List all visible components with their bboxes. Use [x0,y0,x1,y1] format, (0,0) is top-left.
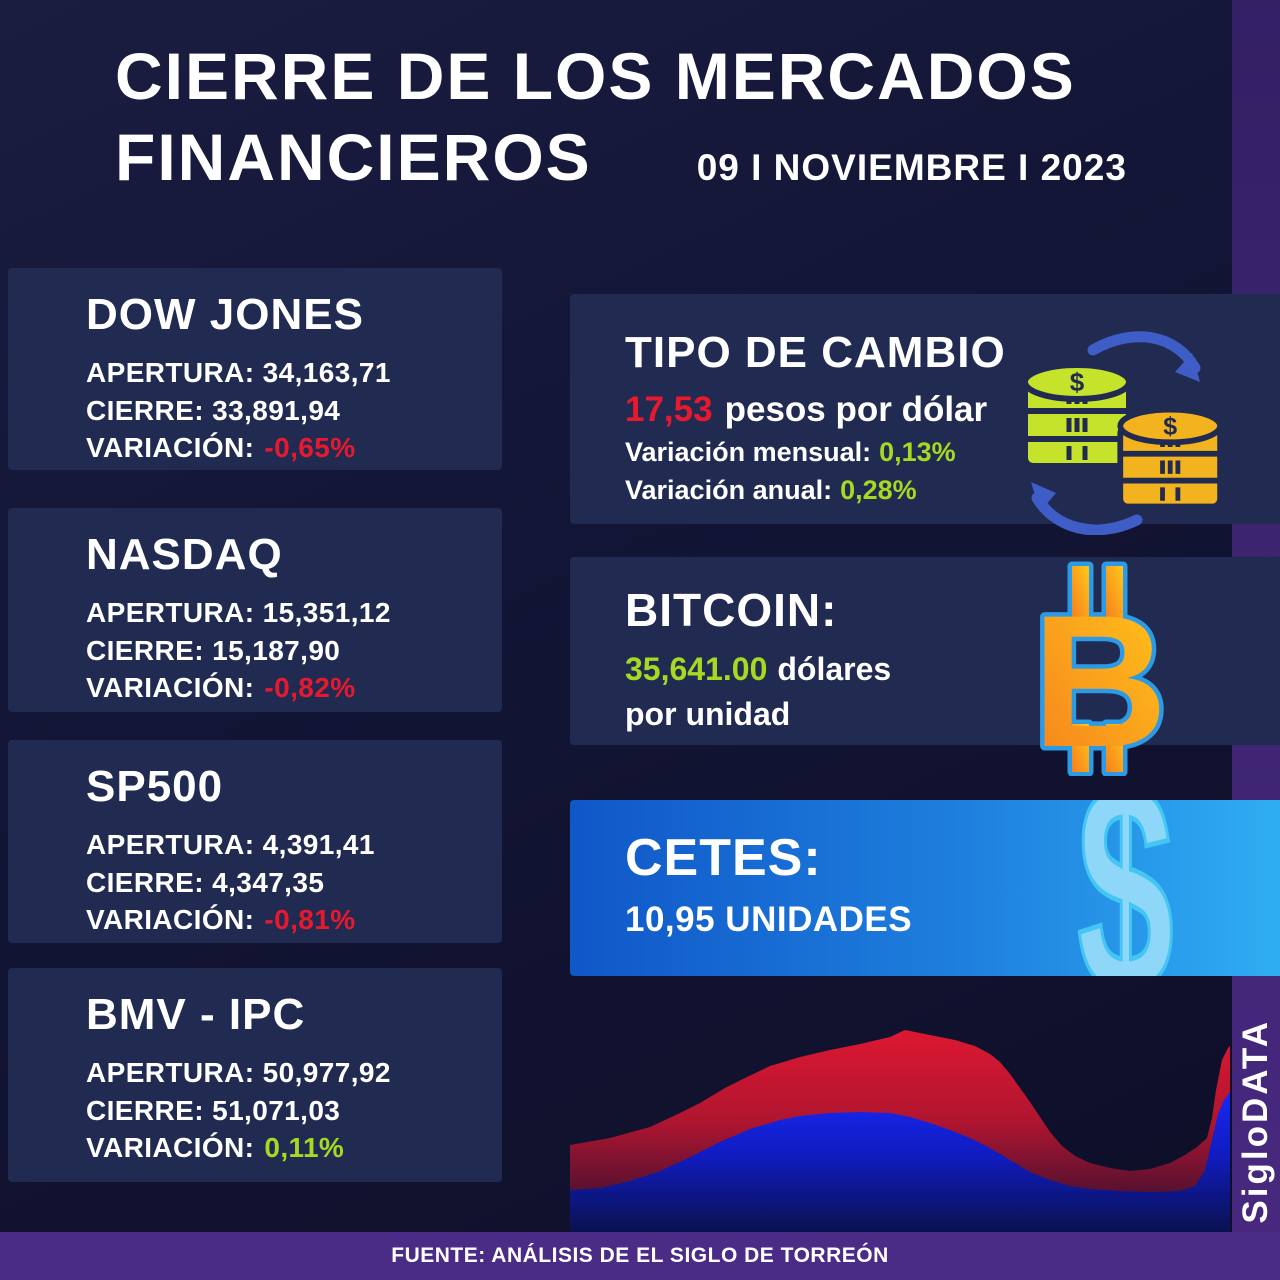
page-title-row2: FINANCIEROS 09 I NOVIEMBRE I 2023 [115,119,1127,195]
market-variation-row: VARIACIÓN: 0,11% [86,1129,486,1167]
market-open-row: APERTURA: 4,391,41 [86,826,486,864]
card-cetes: CETES: 10,95 UNIDADES $ [570,800,1280,976]
bitcoin-icon: B B [1028,561,1172,776]
card-nasdaq: NASDAQ APERTURA: 15,351,12 CIERRE: 15,18… [8,508,502,712]
annual-value: 0,28% [840,475,917,505]
variation-label: VARIACIÓN: [86,672,255,704]
card-bmv-ipc: BMV - IPC APERTURA: 50,977,92 CIERRE: 51… [8,968,502,1182]
market-variation-row: VARIACIÓN: -0,81% [86,901,486,939]
market-name: DOW JONES [86,290,364,339]
exchange-title: TIPO DE CAMBIO [625,328,1006,377]
svg-text:B: B [1032,576,1168,776]
monthly-label: Variación mensual: [625,437,872,467]
market-variation-row: VARIACIÓN: -0,82% [86,669,486,707]
report-date: 09 I NOVIEMBRE I 2023 [696,147,1127,189]
exchange-rate-line: 17,53 pesos por dólar [625,390,1280,430]
open-value: 50,977,92 [262,1057,391,1088]
open-label: APERTURA: [86,597,255,628]
card-sp500: SP500 APERTURA: 4,391,41 CIERRE: 4,347,3… [8,740,502,943]
market-close-row: CIERRE: 15,187,90 [86,632,486,670]
peso-coins-icon: $ [1022,362,1132,469]
market-close-row: CIERRE: 51,071,03 [86,1092,486,1130]
exchange-rate-unit: pesos por dólar [724,390,988,429]
bitcoin-price-line: 35,641.00 dólares [625,651,1280,688]
dollar-coins-icon: $ [1117,406,1222,510]
peso-coin-symbol: $ [1070,367,1085,397]
exchange-monthly-row: Variación mensual: 0,13% [625,437,1280,468]
close-label: CIERRE: [86,1094,204,1126]
open-label: APERTURA: [86,1057,255,1088]
variation-label: VARIACIÓN: [86,1132,255,1164]
card-dow-jones: DOW JONES APERTURA: 34,163,71 CIERRE: 33… [8,268,502,470]
variation-label: VARIACIÓN: [86,904,255,936]
open-value: 4,391,41 [262,829,375,860]
open-value: 15,351,12 [262,597,391,628]
variation-value: -0,82% [264,672,356,704]
market-name: NASDAQ [86,530,283,579]
variation-label: VARIACIÓN: [86,432,255,464]
market-name: SP500 [86,762,224,811]
open-label: APERTURA: [86,829,255,860]
bitcoin-price: 35,641.00 [625,651,768,687]
card-exchange-rate: TIPO DE CAMBIO 17,53 pesos por dólar Vari… [570,294,1280,535]
monthly-value: 0,13% [879,437,956,467]
close-value: 33,891,94 [212,394,341,426]
exchange-annual-row: Variación anual: 0,28% [625,475,1280,506]
footer-bar: FUENTE: ANÁLISIS DE EL SIGLO DE TORREÓN [0,1232,1280,1280]
brand-siglodata: SigloDATA [1236,1019,1275,1224]
dollar-sign-icon: $ [1076,800,1176,976]
close-value: 4,347,35 [212,866,325,898]
close-label: CIERRE: [86,866,204,898]
market-name: BMV - IPC [86,990,306,1039]
page-title-line1: CIERRE DE LOS MERCADOS [115,39,1076,113]
close-label: CIERRE: [86,394,204,426]
svg-text:B: B [1032,576,1168,776]
bitcoin-unit-line2: por unidad [625,696,791,732]
page-title-line2: FINANCIEROS [115,120,592,195]
source-text: FUENTE: ANÁLISIS DE EL SIGLO DE TORREÓN [391,1244,889,1267]
close-value: 15,187,90 [212,634,341,666]
market-open-row: APERTURA: 15,351,12 [86,594,486,632]
bitcoin-fill: B [1032,566,1168,776]
market-close-row: CIERRE: 33,891,94 [86,392,486,430]
dollar-coin-symbol: $ [1163,413,1177,441]
market-open-row: APERTURA: 34,163,71 [86,354,486,392]
exchange-rate-value: 17,53 [625,390,713,429]
exchange-arrows-icon [1031,331,1201,535]
market-close-row: CIERRE: 4,347,35 [86,864,486,902]
open-value: 34,163,71 [262,357,391,388]
close-label: CIERRE: [86,634,204,666]
variation-value: -0,81% [264,904,356,936]
market-open-row: APERTURA: 50,977,92 [86,1054,486,1092]
close-value: 51,071,03 [212,1094,341,1126]
variation-value: -0,65% [264,432,356,464]
variation-value: 0,11% [264,1132,345,1164]
bitcoin-title: BITCOIN: [625,584,838,636]
bitcoin-unit: dólares [777,651,892,687]
chart-blue-area [570,1092,1230,1232]
currency-exchange-icon: $ $ [1022,331,1222,535]
open-label: APERTURA: [86,357,255,388]
page-header: CIERRE DE LOS MERCADOS FINANCIEROS 09 I … [115,39,1127,195]
market-variation-row: VARIACIÓN: -0,65% [86,429,486,467]
market-area-chart [570,1030,1230,1232]
annual-label: Variación anual: [625,475,833,505]
card-bitcoin: BITCOIN: 35,641.00 dólares por unidad [570,557,1280,745]
cetes-value: 10,95 UNIDADES [625,900,913,939]
cetes-title: CETES: [625,829,822,887]
